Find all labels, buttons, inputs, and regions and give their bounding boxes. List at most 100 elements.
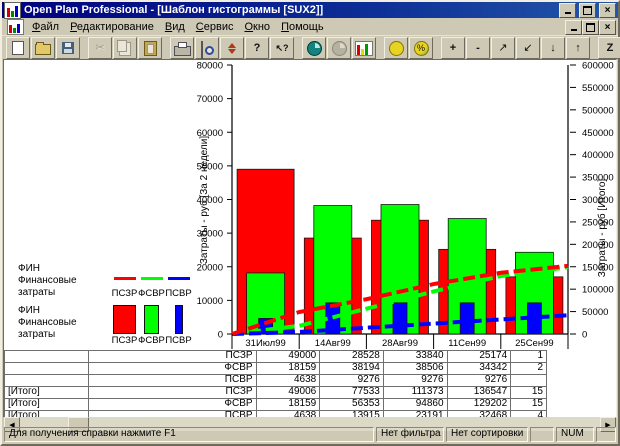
zoom-button[interactable]: Z — [598, 37, 620, 59]
plus-button[interactable]: + — [441, 37, 465, 59]
new-page-icon — [12, 41, 24, 55]
goto-button[interactable] — [220, 37, 244, 59]
legend-entry: ПСЗР — [111, 300, 138, 346]
svg-text:150000: 150000 — [582, 262, 614, 273]
restore-button[interactable] — [579, 2, 596, 18]
table-cell: ПСВР — [89, 411, 257, 417]
move-up-button[interactable]: ↑ — [566, 37, 590, 59]
save-disk-icon — [62, 42, 74, 54]
table-cell: 23191 — [384, 411, 448, 417]
legend-label: ПСВР — [165, 335, 192, 346]
cut-button[interactable]: ✂ — [88, 37, 112, 59]
resource-chart-button[interactable] — [327, 37, 351, 59]
svg-text:450000: 450000 — [582, 128, 614, 139]
table-cell — [5, 351, 89, 362]
svg-text:500000: 500000 — [582, 105, 614, 116]
app-icon[interactable] — [4, 1, 21, 19]
legend-title-line1: ФИН — [18, 305, 41, 316]
table-cell: 4638 — [257, 411, 321, 417]
table-cell — [5, 375, 89, 386]
print-button[interactable] — [170, 37, 194, 59]
save-button[interactable] — [56, 37, 80, 59]
percent-icon: % — [416, 42, 425, 53]
svg-text:Затраты - руб [Итого]: Затраты - руб [Итого] — [596, 179, 608, 278]
expand-button[interactable]: ↗ — [491, 37, 515, 59]
legend-bar-swatch — [174, 305, 183, 334]
doc-close-button[interactable]: × — [599, 19, 616, 35]
legend-title: ФИН Финансовые затраты — [16, 305, 111, 341]
legend-bar-swatch — [113, 305, 136, 334]
table-cell: 38506 — [384, 363, 448, 374]
table-cell: 56353 — [320, 399, 384, 410]
table-row[interactable]: ПСЗР 49000 28528 33840 25174 1 — [5, 351, 547, 363]
table-row[interactable]: [Итого] ФСВР 18159 56353 94860 129202 15 — [5, 399, 547, 411]
table-cell: 49000 — [257, 351, 321, 362]
status-empty-panel — [596, 427, 616, 442]
legend-label: ПСЗР — [111, 288, 138, 299]
data-table: ПСЗР 49000 28528 33840 25174 1 ФСВР 18159 38194 3… — [4, 350, 547, 417]
status-help-text: Для получения справки нажмите F1 — [4, 427, 374, 442]
histogram-button[interactable] — [352, 37, 376, 59]
cost-button[interactable] — [384, 37, 408, 59]
close-button[interactable]: × — [599, 2, 616, 18]
svg-text:30000: 30000 — [197, 229, 223, 240]
svg-text:28Авг99: 28Авг99 — [382, 338, 418, 349]
restore-icon — [586, 22, 595, 32]
help-button[interactable]: ? — [245, 37, 269, 59]
status-filter: Нет фильтра — [376, 427, 444, 442]
legend-label: ФСВР — [138, 288, 165, 299]
down-arrow-icon: ↓ — [550, 41, 556, 54]
menu-item[interactable]: Помощь — [281, 20, 324, 33]
open-button[interactable] — [31, 37, 55, 59]
table-cell: [Итого] — [5, 387, 89, 398]
table-cell: 15 — [511, 387, 547, 398]
move-down-button[interactable]: ↓ — [541, 37, 565, 59]
doc-minimize-button[interactable] — [565, 19, 582, 35]
table-cell: 49006 — [257, 387, 321, 398]
new-button[interactable] — [6, 37, 30, 59]
percent-coin-icon: % — [413, 40, 429, 56]
legend-label: ПСЗР — [111, 335, 138, 346]
svg-text:0: 0 — [582, 330, 587, 341]
legend-entry: ПСВР — [165, 300, 192, 346]
menu-item[interactable]: Файл — [32, 20, 60, 33]
document-icon[interactable] — [7, 19, 24, 35]
scroll-right-button[interactable]: ▶ — [600, 417, 616, 432]
table-cell: 34342 — [448, 363, 512, 374]
legend-line-swatch — [113, 277, 136, 280]
clock-disabled-icon — [331, 40, 347, 56]
scrollbar-thumb[interactable] — [68, 417, 89, 432]
print-preview-button[interactable] — [195, 37, 219, 60]
time-analysis-button[interactable] — [302, 37, 326, 59]
svg-text:60000: 60000 — [197, 128, 223, 139]
copy-button[interactable] — [113, 37, 137, 59]
table-row[interactable]: [Итого] ПСВР 4638 13915 23191 32468 4 — [5, 411, 547, 417]
scroll-left-button[interactable]: ◀ — [4, 417, 20, 432]
menu-item[interactable]: Редактирование — [70, 20, 154, 33]
document-window-buttons: × — [565, 19, 616, 35]
paste-button[interactable] — [138, 37, 162, 59]
help-icon: ? — [253, 41, 261, 54]
context-help-button[interactable]: ↖? — [270, 37, 294, 59]
menu-item[interactable]: Сервис — [195, 20, 234, 33]
plus-icon: + — [449, 41, 457, 54]
legend-title-line1: ФИН — [18, 263, 41, 274]
clock-icon — [306, 40, 322, 56]
minus-button[interactable]: - — [466, 37, 490, 59]
menu-item[interactable]: Вид — [164, 20, 185, 33]
menu-item[interactable]: Окно — [244, 20, 271, 33]
table-row[interactable]: [Итого] ПСЗР 49006 77533 111373 136547 15 — [5, 387, 547, 399]
table-cell: 1 — [511, 351, 547, 362]
restore-icon — [583, 5, 592, 15]
table-row[interactable]: ФСВР 18159 38194 38506 34342 2 — [5, 363, 547, 375]
table-cell: 33840 — [384, 351, 448, 362]
menu-bar: Файл Редактирование Вид Сервис Окно Помощь × — [2, 19, 618, 35]
collapse-button[interactable]: ↙ — [516, 37, 540, 59]
table-cell: 9276 — [384, 375, 448, 386]
menu-items: Файл Редактирование Вид Сервис Окно Помощь — [27, 21, 330, 34]
line-legend-entries: ПСЗР ФСВР ПСВР — [111, 263, 192, 299]
table-row[interactable]: ПСВР 4638 9276 9276 9276 — [5, 375, 547, 387]
minimize-button[interactable] — [559, 2, 576, 18]
percent-complete-button[interactable]: % — [409, 37, 433, 59]
doc-restore-button[interactable] — [582, 19, 599, 35]
